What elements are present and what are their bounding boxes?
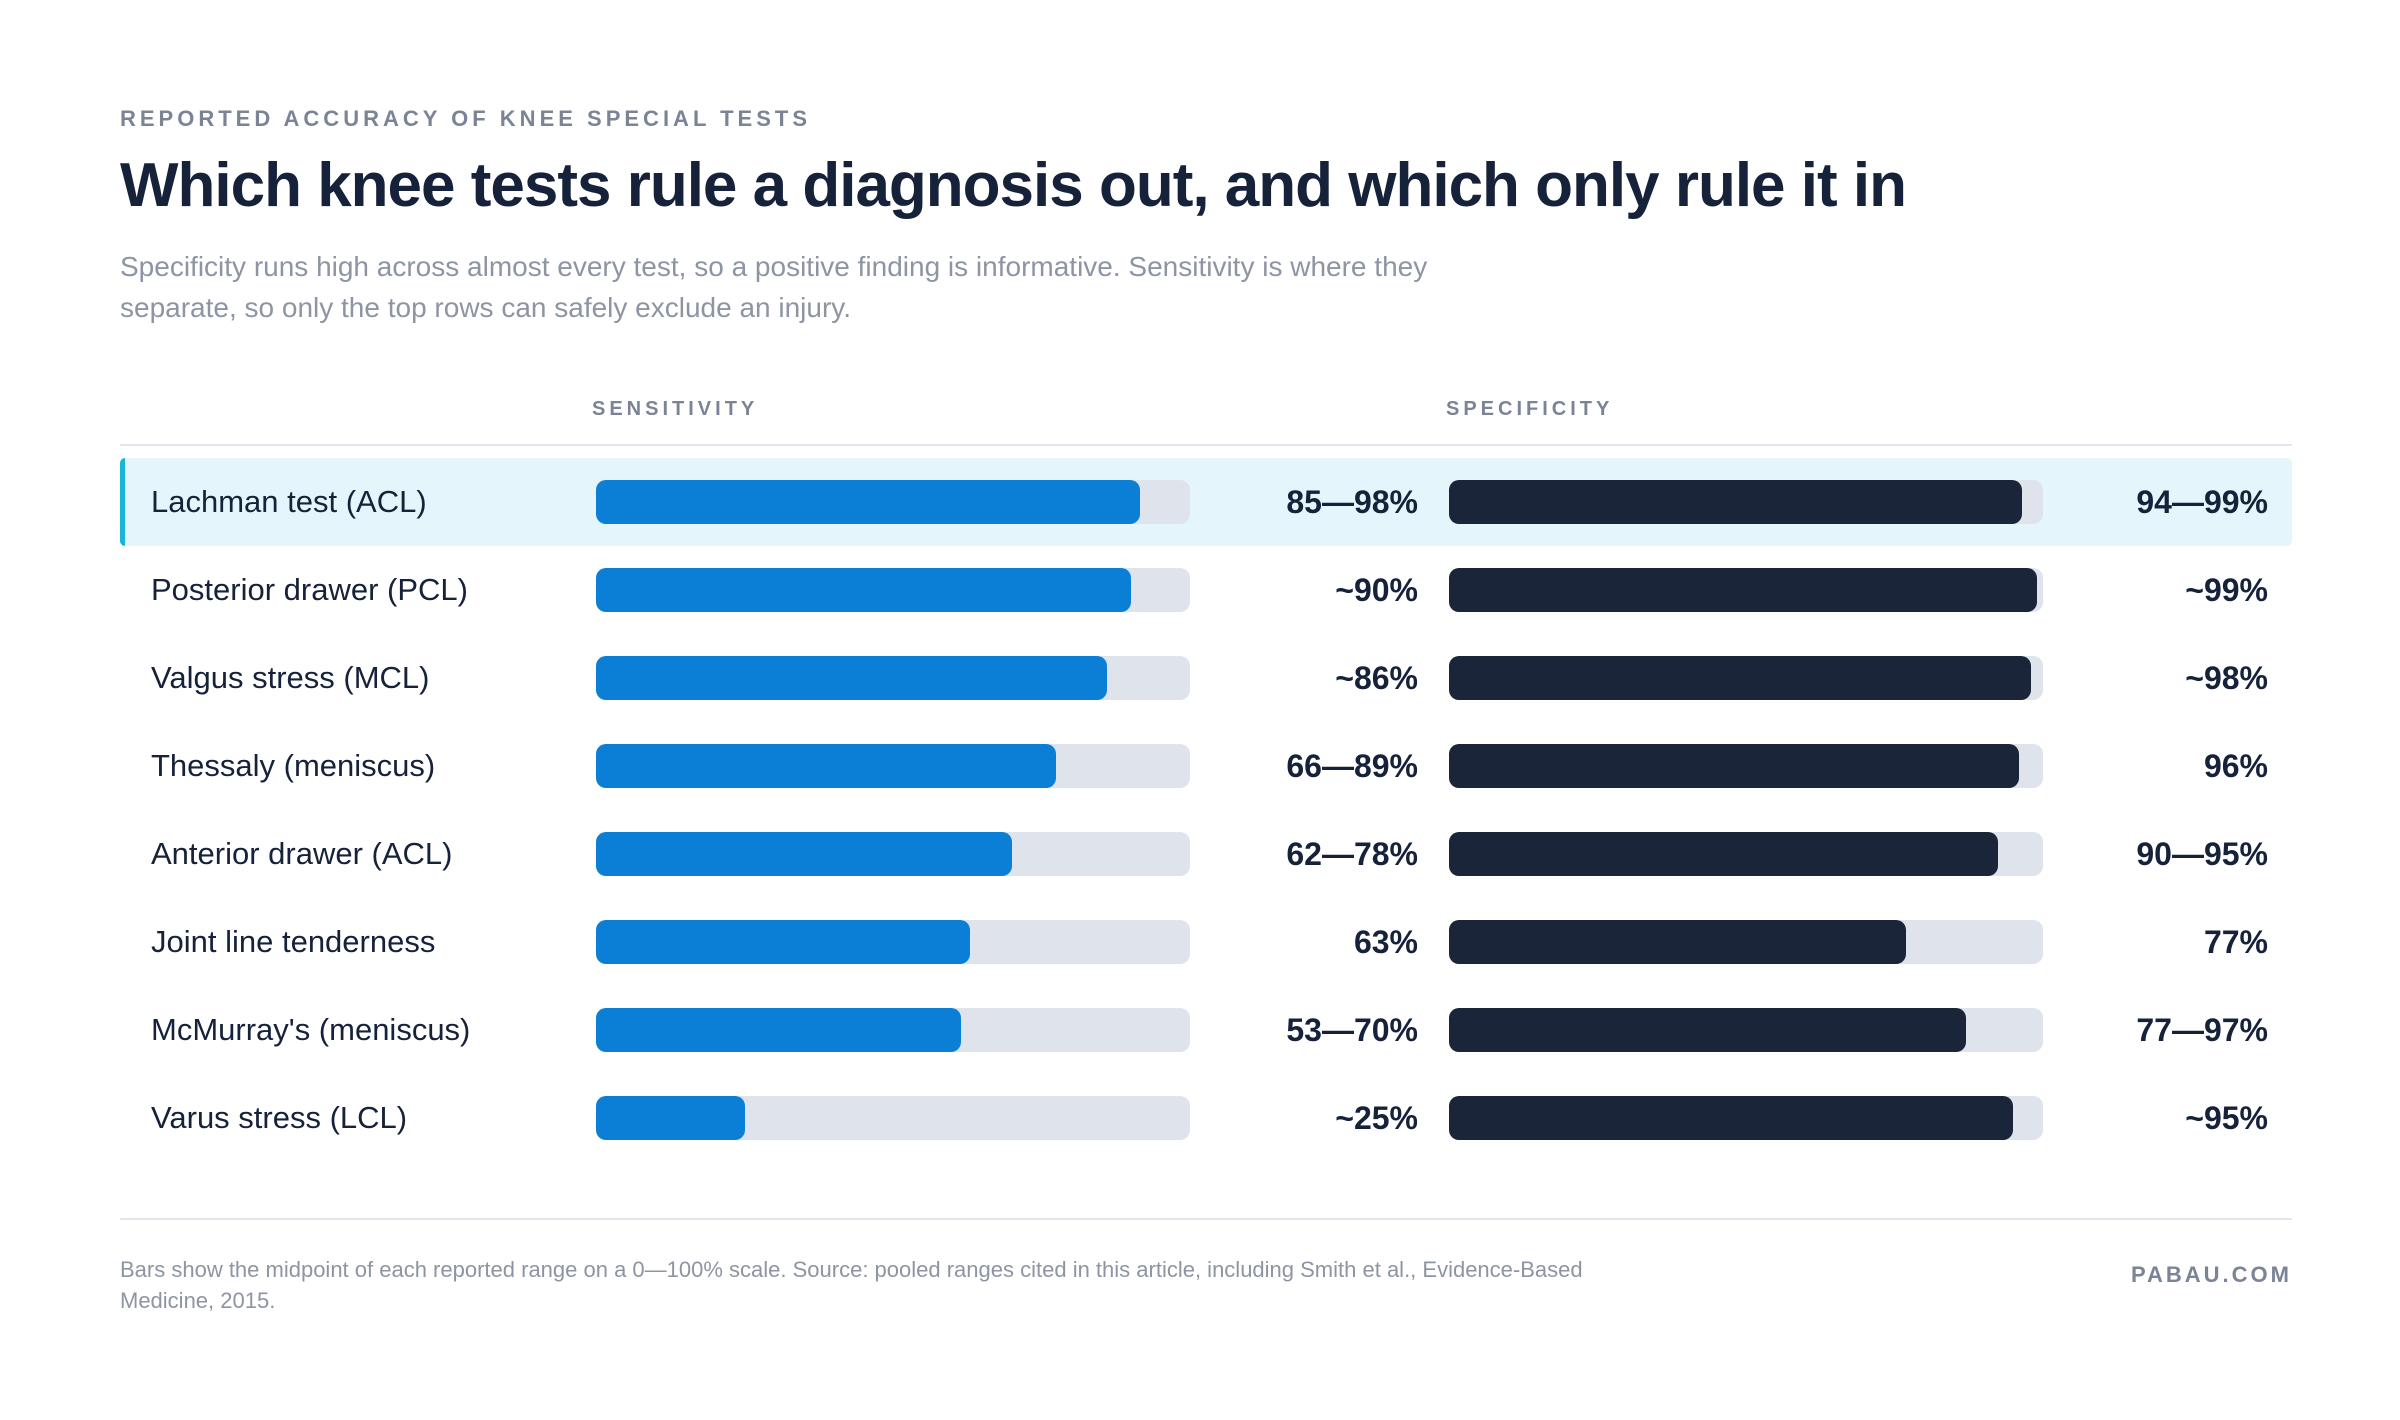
specificity-bar	[1449, 920, 1907, 964]
specificity-bar	[1449, 656, 2032, 700]
footer-divider	[120, 1218, 2292, 1220]
category-label: Thessaly (meniscus)	[151, 748, 436, 783]
specificity-bar-track	[1449, 920, 2043, 964]
specificity-value-label: 90—95%	[2136, 836, 2268, 872]
sensitivity-bar	[596, 480, 1140, 524]
sensitivity-bar	[596, 1008, 962, 1052]
category-label: Lachman test (ACL)	[151, 484, 427, 519]
sensitivity-bar	[596, 568, 1131, 612]
sensitivity-value-label: ~86%	[1335, 660, 1418, 696]
chart-eyebrow: REPORTED ACCURACY OF KNEE SPECIAL TESTS	[120, 106, 811, 131]
specificity-value-label: ~99%	[2185, 572, 2268, 608]
specificity-bar-track	[1449, 480, 2043, 524]
category-label: Valgus stress (MCL)	[151, 660, 430, 695]
sensitivity-value-label: ~25%	[1335, 1100, 1418, 1136]
sensitivity-value-label: 62—78%	[1286, 836, 1418, 872]
specificity-bar	[1449, 744, 2020, 788]
specificity-bar-track	[1449, 656, 2043, 700]
specificity-bar	[1449, 480, 2023, 524]
chart-row: Valgus stress (MCL) ~86% ~98%	[120, 634, 2292, 722]
sensitivity-bar-track	[596, 656, 1190, 700]
sensitivity-value-label: 66—89%	[1286, 748, 1418, 784]
sensitivity-bar-track	[596, 480, 1190, 524]
chart-title: Which knee tests rule a diagnosis out, a…	[120, 151, 1907, 220]
specificity-bar	[1449, 568, 2038, 612]
sensitivity-value-label: ~90%	[1335, 572, 1418, 608]
sensitivity-bar	[596, 832, 1012, 876]
specificity-value-label: ~95%	[2185, 1100, 2268, 1136]
specificity-bar-track	[1449, 568, 2043, 612]
chart-row: Posterior drawer (PCL) ~90% ~99%	[120, 546, 2292, 634]
sensitivity-bar-track	[596, 1096, 1190, 1140]
sensitivity-bar-track	[596, 568, 1190, 612]
chart-row: Lachman test (ACL) 85—98% 94—99%	[120, 458, 2292, 546]
specificity-bar	[1449, 1008, 1966, 1052]
sensitivity-bar-track	[596, 920, 1190, 964]
specificity-bar-track	[1449, 1008, 2043, 1052]
specificity-bar-track	[1449, 744, 2043, 788]
category-label: Anterior drawer (ACL)	[151, 836, 453, 871]
sensitivity-value-label: 53—70%	[1286, 1012, 1418, 1048]
chart-row: Anterior drawer (ACL) 62—78% 90—95%	[120, 810, 2292, 898]
sensitivity-bar-track	[596, 744, 1190, 788]
specificity-bar-track	[1449, 1096, 2043, 1140]
specificity-value-label: ~98%	[2185, 660, 2268, 696]
chart-row: Thessaly (meniscus) 66—89% 96%	[120, 722, 2292, 810]
sensitivity-bar	[596, 744, 1057, 788]
chart-row: Joint line tenderness 63% 77%	[120, 898, 2292, 986]
specificity-bar-track	[1449, 832, 2043, 876]
sensitivity-bar	[596, 920, 971, 964]
category-label: Joint line tenderness	[151, 924, 436, 959]
specificity-bar	[1449, 832, 1999, 876]
sensitivity-bar	[596, 1096, 745, 1140]
sensitivity-bar	[596, 656, 1107, 700]
sensitivity-bar-track	[596, 832, 1190, 876]
header-divider	[120, 444, 2292, 446]
category-label: McMurray's (meniscus)	[151, 1012, 471, 1047]
specificity-value-label: 77—97%	[2136, 1012, 2268, 1048]
sensitivity-value-label: 85—98%	[1286, 484, 1418, 520]
brand-link[interactable]: PABAU.COM	[2130, 1262, 2292, 1287]
specificity-value-label: 77%	[2203, 924, 2268, 960]
sensitivity-value-label: 63%	[1353, 924, 1418, 960]
sensitivity-bar-track	[596, 1008, 1190, 1052]
category-label: Posterior drawer (PCL)	[151, 572, 468, 607]
chart-row: McMurray's (meniscus) 53—70% 77—97%	[120, 986, 2292, 1074]
specificity-bar	[1449, 1096, 2014, 1140]
specificity-value-label: 96%	[2203, 748, 2268, 784]
category-label: Varus stress (LCL)	[151, 1100, 408, 1135]
chart-rows: Lachman test (ACL) 85—98% 94—99% Posterior …	[120, 458, 2292, 1162]
chart-row: Varus stress (LCL) ~25% ~95%	[120, 1074, 2292, 1162]
footnote: Bars show the midpoint of each reported …	[120, 1257, 1583, 1313]
sensitivity-column-header: SENSITIVITY	[592, 398, 759, 420]
specificity-value-label: 94—99%	[2136, 484, 2268, 520]
specificity-column-header: SPECIFICITY	[1446, 398, 1614, 420]
chart-subtitle: Specificity runs high across almost ever…	[120, 251, 1428, 323]
